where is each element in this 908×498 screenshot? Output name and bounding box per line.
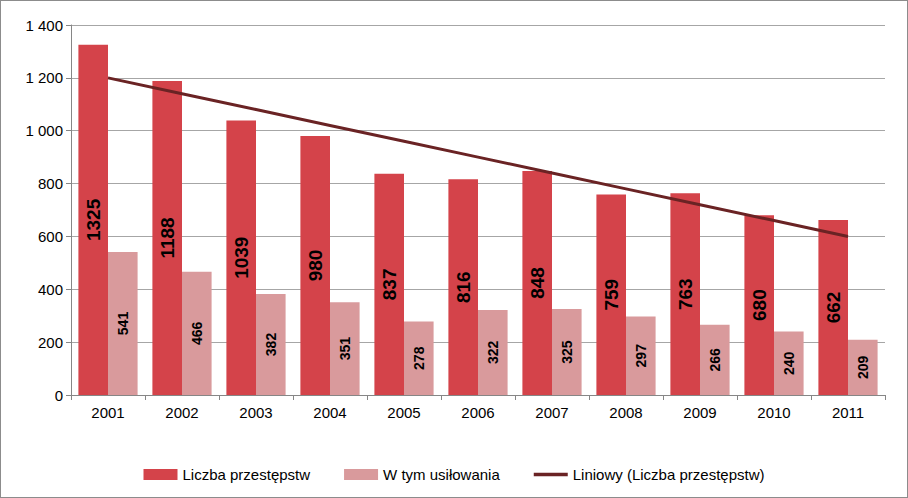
- svg-text:759: 759: [601, 279, 622, 311]
- svg-text:1 200: 1 200: [25, 69, 63, 86]
- svg-text:240: 240: [781, 351, 797, 375]
- svg-text:541: 541: [115, 312, 131, 336]
- svg-text:466: 466: [189, 322, 205, 346]
- svg-text:837: 837: [379, 269, 400, 301]
- svg-text:1 400: 1 400: [25, 17, 63, 34]
- svg-text:400: 400: [38, 281, 63, 298]
- svg-text:382: 382: [263, 333, 279, 357]
- svg-text:800: 800: [38, 175, 63, 192]
- svg-text:Liniowy (Liczba przestępstw): Liniowy (Liczba przestępstw): [573, 466, 765, 483]
- svg-text:2010: 2010: [757, 404, 790, 421]
- svg-text:0: 0: [55, 387, 63, 404]
- svg-text:278: 278: [411, 346, 427, 370]
- svg-text:1039: 1039: [231, 237, 252, 279]
- svg-text:2004: 2004: [313, 404, 346, 421]
- svg-text:2007: 2007: [535, 404, 568, 421]
- svg-text:2003: 2003: [239, 404, 272, 421]
- svg-text:2006: 2006: [461, 404, 494, 421]
- svg-text:1 000: 1 000: [25, 122, 63, 139]
- svg-text:209: 209: [855, 355, 871, 379]
- svg-text:2005: 2005: [387, 404, 420, 421]
- svg-text:297: 297: [633, 344, 649, 368]
- svg-text:600: 600: [38, 228, 63, 245]
- svg-text:351: 351: [337, 337, 353, 361]
- svg-text:816: 816: [453, 271, 474, 303]
- svg-text:680: 680: [749, 289, 770, 321]
- svg-text:662: 662: [823, 292, 844, 324]
- svg-text:W tym usiłowania: W tym usiłowania: [383, 466, 500, 483]
- svg-text:2011: 2011: [832, 404, 864, 421]
- svg-text:325: 325: [559, 340, 575, 364]
- svg-text:848: 848: [527, 267, 548, 299]
- svg-text:2002: 2002: [165, 404, 198, 421]
- svg-text:322: 322: [485, 341, 501, 365]
- svg-text:1325: 1325: [83, 198, 104, 241]
- svg-text:2008: 2008: [609, 404, 642, 421]
- svg-text:980: 980: [305, 250, 326, 282]
- svg-text:2009: 2009: [683, 404, 716, 421]
- svg-text:763: 763: [675, 278, 696, 310]
- svg-text:1188: 1188: [157, 217, 178, 258]
- svg-text:Liczba przestępstw: Liczba przestępstw: [183, 466, 311, 483]
- svg-text:200: 200: [38, 334, 63, 351]
- svg-text:2001: 2001: [91, 404, 124, 421]
- svg-text:266: 266: [707, 348, 723, 372]
